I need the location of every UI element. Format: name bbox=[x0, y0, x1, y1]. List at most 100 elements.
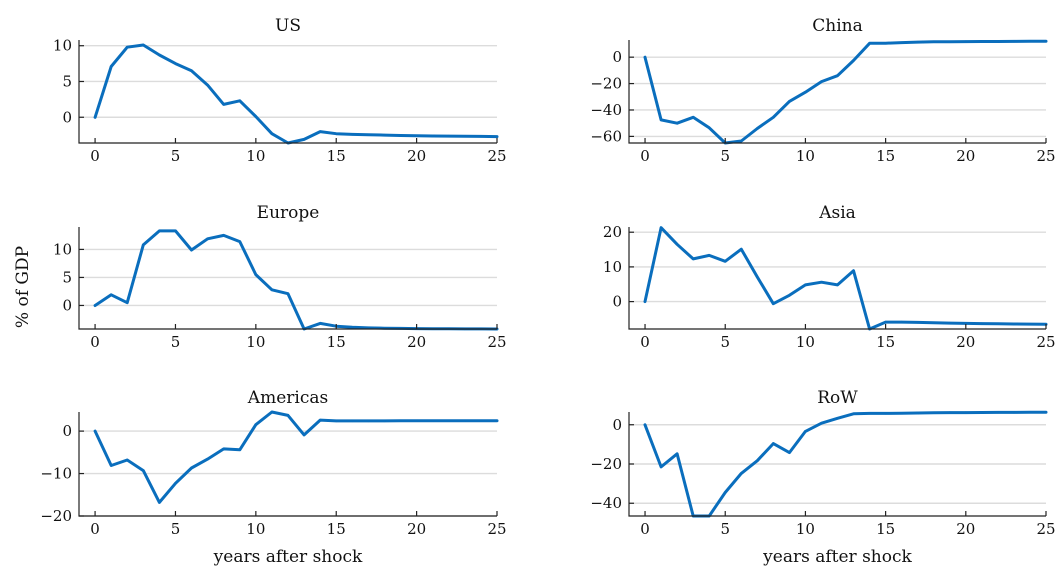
panel-title: Asia bbox=[818, 203, 856, 223]
data-point bbox=[772, 116, 775, 119]
data-point bbox=[206, 237, 209, 240]
x-tick-label: 15 bbox=[876, 333, 895, 351]
data-point bbox=[447, 134, 450, 138]
x-tick-label: 25 bbox=[1036, 147, 1055, 165]
series-line-americas bbox=[93, 410, 499, 504]
x-tick-label: 0 bbox=[90, 147, 100, 165]
x-axis-label: years after shock bbox=[213, 547, 363, 567]
data-point bbox=[900, 41, 903, 44]
x-tick-label: 25 bbox=[487, 147, 506, 165]
data-point bbox=[643, 423, 647, 426]
data-point bbox=[447, 419, 450, 422]
data-point bbox=[286, 292, 290, 295]
data-point bbox=[238, 99, 241, 102]
x-tick-label: 25 bbox=[487, 520, 506, 538]
data-point bbox=[996, 40, 1000, 43]
data-point bbox=[1028, 322, 1032, 326]
data-point bbox=[351, 419, 354, 423]
data-point bbox=[916, 40, 919, 44]
y-tick-label: 0 bbox=[612, 416, 622, 434]
y-tick-label: −40 bbox=[590, 101, 622, 119]
y-tick-label: −20 bbox=[590, 75, 622, 93]
data-point bbox=[884, 412, 887, 415]
axes-frame bbox=[628, 40, 1046, 144]
data-point bbox=[900, 320, 903, 324]
data-point bbox=[254, 423, 258, 426]
data-point bbox=[126, 45, 129, 49]
data-point bbox=[932, 321, 935, 324]
x-tick-label: 0 bbox=[640, 520, 650, 538]
data-point bbox=[659, 226, 663, 229]
data-point bbox=[93, 304, 97, 307]
data-point bbox=[158, 501, 161, 504]
data-point bbox=[868, 42, 871, 45]
data-point bbox=[302, 433, 306, 437]
data-point bbox=[222, 447, 225, 451]
x-tick-label: 10 bbox=[246, 147, 265, 165]
y-tick-label: 10 bbox=[53, 240, 72, 258]
data-point bbox=[318, 130, 322, 133]
data-point bbox=[980, 322, 984, 325]
data-point bbox=[643, 55, 647, 59]
data-point bbox=[884, 320, 887, 324]
series-line-row bbox=[643, 410, 1048, 518]
data-point bbox=[190, 248, 193, 252]
data-point bbox=[1028, 411, 1032, 414]
x-tick-label: 5 bbox=[171, 333, 181, 351]
data-point bbox=[415, 134, 418, 138]
data-point bbox=[836, 74, 839, 77]
data-point bbox=[415, 419, 418, 422]
data-point bbox=[916, 411, 919, 415]
data-point bbox=[852, 269, 855, 272]
panel-americas: Americas 0 5 10 15 20 25 −20 −10 0 years after sho… bbox=[40, 388, 506, 567]
data-point bbox=[820, 421, 823, 425]
data-point bbox=[772, 442, 775, 445]
data-point bbox=[479, 419, 483, 422]
data-point bbox=[804, 90, 807, 94]
data-point bbox=[707, 254, 711, 257]
data-point bbox=[740, 139, 743, 143]
data-point bbox=[707, 126, 711, 130]
data-point bbox=[756, 127, 759, 130]
y-tick-label: 0 bbox=[62, 108, 72, 126]
data-point bbox=[254, 273, 258, 276]
data-point bbox=[174, 62, 177, 65]
data-point bbox=[158, 229, 161, 233]
data-point bbox=[270, 410, 274, 414]
x-tick-label: 15 bbox=[327, 520, 346, 538]
data-point bbox=[367, 133, 370, 136]
y-tick-label: 0 bbox=[612, 293, 622, 311]
data-point bbox=[142, 43, 145, 47]
data-point bbox=[996, 411, 1000, 414]
data-point bbox=[1044, 410, 1048, 414]
series-line-asia bbox=[643, 226, 1048, 331]
data-point bbox=[93, 116, 97, 119]
data-point bbox=[900, 411, 903, 415]
x-tick-label: 20 bbox=[407, 147, 426, 165]
data-point bbox=[659, 118, 663, 122]
data-point bbox=[788, 100, 791, 103]
y-tick-label: 0 bbox=[612, 48, 622, 66]
data-point bbox=[964, 322, 968, 325]
data-point bbox=[852, 412, 855, 415]
data-point bbox=[109, 293, 113, 297]
x-tick-label: 15 bbox=[327, 333, 346, 351]
data-point bbox=[1028, 40, 1032, 43]
panel-title: US bbox=[275, 16, 301, 36]
data-point bbox=[190, 466, 193, 470]
data-point bbox=[495, 135, 499, 138]
axes-frame bbox=[78, 227, 497, 330]
axes-frame bbox=[78, 412, 497, 517]
panel-europe: Europe 0 5 10 15 20 25 0 5 10 bbox=[53, 203, 507, 351]
x-tick-label: 0 bbox=[640, 333, 650, 351]
axes-frame bbox=[628, 227, 1046, 330]
data-point bbox=[399, 419, 402, 422]
x-tick-label: 10 bbox=[796, 147, 815, 165]
x-tick-label: 10 bbox=[246, 333, 265, 351]
data-point bbox=[109, 65, 113, 68]
data-point bbox=[142, 243, 145, 247]
x-tick-label: 25 bbox=[487, 333, 506, 351]
data-point bbox=[206, 457, 209, 461]
data-point bbox=[174, 229, 177, 233]
